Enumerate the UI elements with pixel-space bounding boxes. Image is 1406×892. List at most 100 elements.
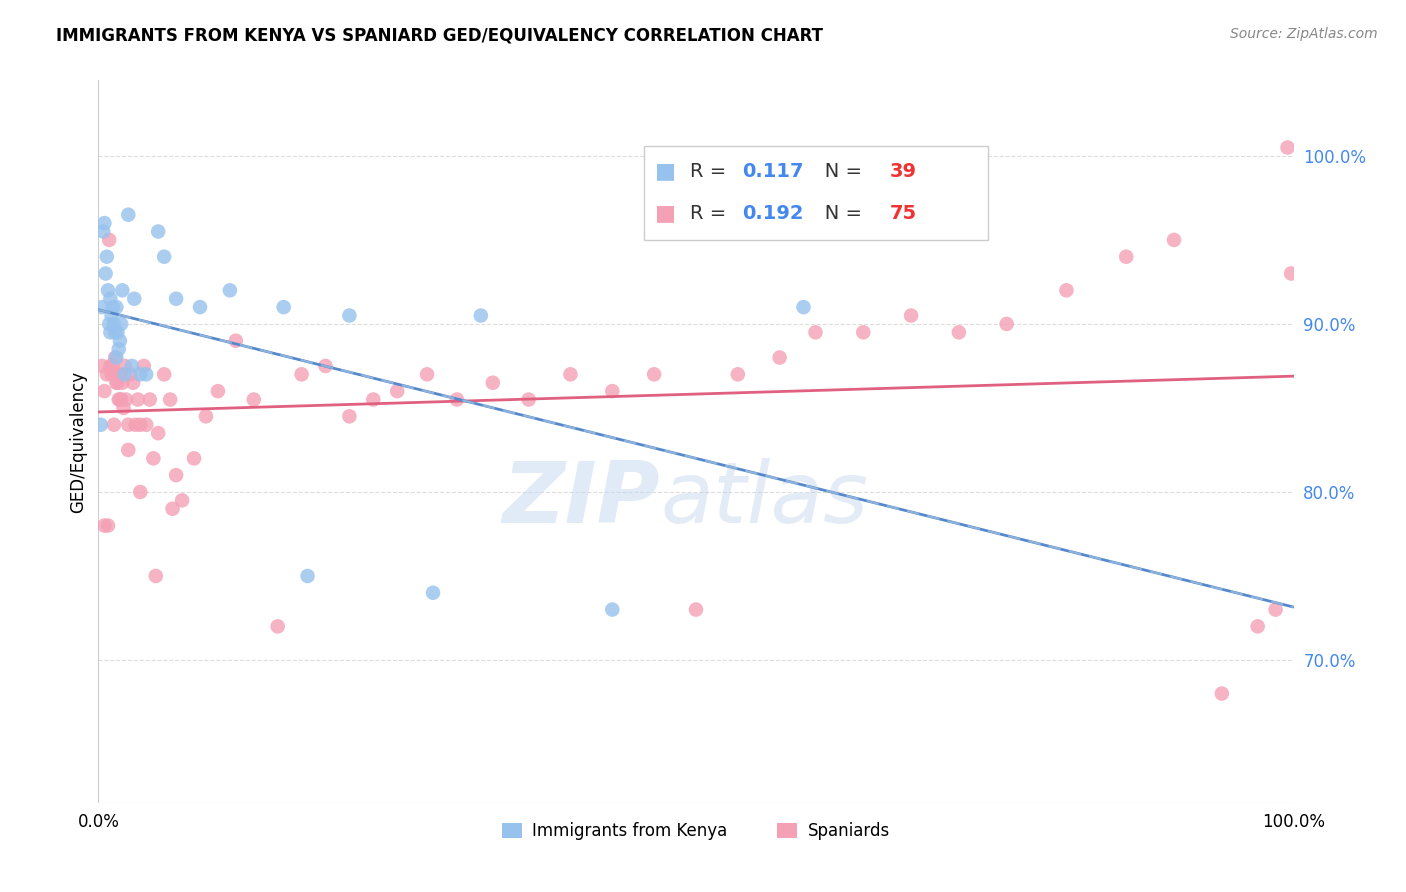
Point: [560, 368, 582, 382]
Point: [297, 569, 319, 583]
Point: [129, 485, 152, 500]
Point: [107, 392, 129, 407]
Point: [291, 368, 314, 382]
Point: [153, 250, 176, 264]
Point: [422, 586, 444, 600]
Point: [793, 300, 815, 314]
Point: [1056, 283, 1078, 297]
Point: [108, 334, 131, 348]
Point: [117, 208, 139, 222]
Point: [339, 309, 361, 323]
Point: [153, 368, 176, 382]
Point: [517, 392, 540, 407]
Point: [148, 426, 170, 441]
Text: N =: N =: [806, 161, 868, 181]
Point: [159, 392, 181, 407]
Point: [98, 233, 121, 247]
Point: [98, 359, 122, 373]
Point: [117, 417, 139, 432]
Point: [93, 216, 115, 230]
Text: R =: R =: [690, 161, 733, 181]
Text: 75: 75: [890, 203, 917, 223]
Point: [685, 602, 707, 616]
Point: [267, 619, 290, 633]
Point: [100, 368, 122, 382]
Point: [117, 442, 139, 457]
Point: [948, 326, 970, 340]
Point: [107, 342, 129, 356]
Text: ■: ■: [655, 203, 676, 223]
Point: [135, 368, 157, 382]
Point: [108, 392, 131, 407]
Point: [139, 392, 162, 407]
Point: [188, 300, 211, 314]
Point: [602, 602, 624, 616]
Point: [162, 501, 184, 516]
Point: [129, 368, 152, 382]
Point: [1247, 619, 1270, 633]
Point: [804, 326, 827, 340]
Point: [1279, 267, 1302, 281]
Point: [96, 250, 118, 264]
Point: [94, 267, 117, 281]
Point: [481, 376, 505, 390]
Point: [104, 351, 127, 365]
Point: [643, 368, 665, 382]
Point: [446, 392, 468, 407]
Point: [470, 309, 492, 323]
Point: [852, 326, 875, 340]
Point: [91, 225, 114, 239]
Point: [132, 359, 155, 373]
Point: [115, 392, 138, 407]
Point: [127, 392, 149, 407]
Point: [172, 493, 194, 508]
Point: [183, 451, 205, 466]
Point: [1115, 250, 1137, 264]
Point: [91, 300, 114, 314]
Point: [124, 292, 146, 306]
Point: [124, 417, 146, 432]
Point: [385, 384, 409, 398]
Point: [105, 376, 128, 390]
Point: [103, 317, 125, 331]
Text: N =: N =: [806, 203, 868, 223]
Point: [98, 326, 122, 340]
Point: [93, 384, 115, 398]
Text: R =: R =: [690, 203, 733, 223]
Point: [900, 309, 922, 323]
Text: Source: ZipAtlas.com: Source: ZipAtlas.com: [1230, 27, 1378, 41]
Point: [101, 359, 124, 373]
Point: [91, 359, 114, 373]
Legend: Immigrants from Kenya, Spaniards: Immigrants from Kenya, Spaniards: [494, 814, 898, 848]
Point: [111, 283, 134, 297]
Point: [93, 518, 115, 533]
Point: [103, 417, 125, 432]
Point: [108, 368, 131, 382]
Point: [727, 368, 749, 382]
Point: [207, 384, 229, 398]
Point: [243, 392, 266, 407]
Point: [1163, 233, 1185, 247]
Point: [129, 417, 152, 432]
Text: IMMIGRANTS FROM KENYA VS SPANIARD GED/EQUIVALENCY CORRELATION CHART: IMMIGRANTS FROM KENYA VS SPANIARD GED/EQ…: [56, 27, 824, 45]
Point: [96, 368, 118, 382]
Point: [195, 409, 218, 424]
Text: atlas: atlas: [661, 458, 868, 541]
Point: [97, 283, 120, 297]
Point: [107, 326, 129, 340]
Point: [1277, 140, 1299, 154]
Point: [90, 417, 112, 432]
Text: 39: 39: [890, 161, 917, 181]
Point: [416, 368, 439, 382]
Point: [121, 359, 143, 373]
Point: [110, 317, 132, 331]
Point: [105, 300, 128, 314]
Point: [122, 376, 145, 390]
Point: [98, 292, 122, 306]
Point: [602, 384, 624, 398]
Point: [98, 317, 121, 331]
Point: [100, 309, 122, 323]
Point: [768, 351, 790, 365]
Point: [225, 334, 247, 348]
Point: [995, 317, 1018, 331]
